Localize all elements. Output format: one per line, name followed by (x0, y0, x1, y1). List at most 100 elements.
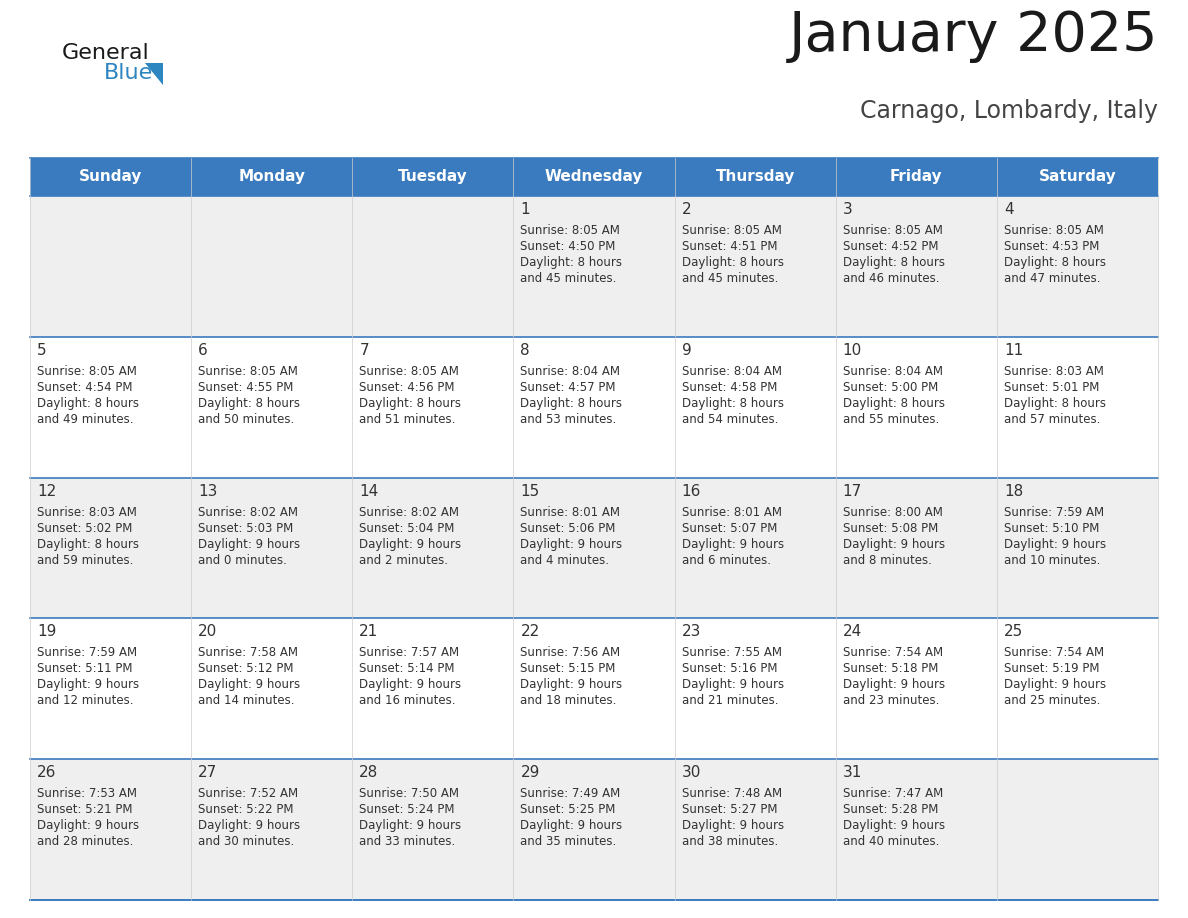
Text: Daylight: 9 hours: Daylight: 9 hours (198, 678, 301, 691)
Text: Daylight: 9 hours: Daylight: 9 hours (682, 538, 784, 551)
Text: 8: 8 (520, 342, 530, 358)
Text: Sunday: Sunday (78, 170, 143, 185)
Text: Sunrise: 8:04 AM: Sunrise: 8:04 AM (520, 364, 620, 378)
Text: Sunset: 4:55 PM: Sunset: 4:55 PM (198, 381, 293, 394)
Text: Sunset: 5:10 PM: Sunset: 5:10 PM (1004, 521, 1099, 534)
Text: Sunset: 4:58 PM: Sunset: 4:58 PM (682, 381, 777, 394)
Text: 17: 17 (842, 484, 862, 498)
Text: Daylight: 8 hours: Daylight: 8 hours (520, 256, 623, 269)
Text: and 49 minutes.: and 49 minutes. (37, 413, 133, 426)
Text: Sunrise: 7:56 AM: Sunrise: 7:56 AM (520, 646, 620, 659)
Text: Daylight: 9 hours: Daylight: 9 hours (842, 538, 944, 551)
Text: and 30 minutes.: and 30 minutes. (198, 835, 295, 848)
Text: 16: 16 (682, 484, 701, 498)
Text: Sunrise: 7:48 AM: Sunrise: 7:48 AM (682, 788, 782, 800)
Text: 13: 13 (198, 484, 217, 498)
Text: Sunset: 5:14 PM: Sunset: 5:14 PM (359, 663, 455, 676)
Text: Daylight: 9 hours: Daylight: 9 hours (37, 678, 139, 691)
Text: Sunset: 4:54 PM: Sunset: 4:54 PM (37, 381, 133, 394)
Text: Tuesday: Tuesday (398, 170, 468, 185)
Text: and 28 minutes.: and 28 minutes. (37, 835, 133, 848)
Text: Daylight: 9 hours: Daylight: 9 hours (359, 819, 461, 833)
Text: Sunset: 4:51 PM: Sunset: 4:51 PM (682, 240, 777, 253)
Text: Sunset: 5:02 PM: Sunset: 5:02 PM (37, 521, 132, 534)
Text: Sunset: 5:16 PM: Sunset: 5:16 PM (682, 663, 777, 676)
Text: Sunrise: 8:05 AM: Sunrise: 8:05 AM (1004, 224, 1104, 237)
Text: Daylight: 9 hours: Daylight: 9 hours (520, 538, 623, 551)
Text: Daylight: 9 hours: Daylight: 9 hours (359, 678, 461, 691)
Text: Sunrise: 7:52 AM: Sunrise: 7:52 AM (198, 788, 298, 800)
Text: Sunrise: 7:54 AM: Sunrise: 7:54 AM (842, 646, 943, 659)
Text: Sunset: 5:28 PM: Sunset: 5:28 PM (842, 803, 939, 816)
Text: 31: 31 (842, 766, 862, 780)
Text: and 40 minutes.: and 40 minutes. (842, 835, 939, 848)
Text: Daylight: 8 hours: Daylight: 8 hours (682, 256, 784, 269)
Bar (30, 759, 1158, 900)
Text: and 14 minutes.: and 14 minutes. (198, 694, 295, 708)
Polygon shape (145, 63, 163, 85)
Text: 12: 12 (37, 484, 56, 498)
Text: and 0 minutes.: and 0 minutes. (198, 554, 287, 566)
Text: Sunset: 5:07 PM: Sunset: 5:07 PM (682, 521, 777, 534)
Text: and 2 minutes.: and 2 minutes. (359, 554, 448, 566)
Text: 9: 9 (682, 342, 691, 358)
Text: Daylight: 9 hours: Daylight: 9 hours (359, 538, 461, 551)
Text: 14: 14 (359, 484, 379, 498)
Text: Saturday: Saturday (1038, 170, 1117, 185)
Text: Daylight: 8 hours: Daylight: 8 hours (37, 397, 139, 409)
Text: Sunset: 5:25 PM: Sunset: 5:25 PM (520, 803, 615, 816)
Text: and 53 minutes.: and 53 minutes. (520, 413, 617, 426)
Text: Friday: Friday (890, 170, 942, 185)
Text: Carnago, Lombardy, Italy: Carnago, Lombardy, Italy (860, 99, 1158, 123)
Text: and 8 minutes.: and 8 minutes. (842, 554, 931, 566)
Text: 19: 19 (37, 624, 56, 640)
Text: and 55 minutes.: and 55 minutes. (842, 413, 939, 426)
Text: 24: 24 (842, 624, 862, 640)
Text: Sunset: 5:24 PM: Sunset: 5:24 PM (359, 803, 455, 816)
Text: Sunrise: 8:04 AM: Sunrise: 8:04 AM (682, 364, 782, 378)
Bar (30, 619, 1158, 759)
Text: and 18 minutes.: and 18 minutes. (520, 694, 617, 708)
Text: 23: 23 (682, 624, 701, 640)
Text: Sunrise: 7:58 AM: Sunrise: 7:58 AM (198, 646, 298, 659)
Bar (30, 337, 1158, 477)
Bar (30, 158, 1158, 196)
Text: Sunset: 4:53 PM: Sunset: 4:53 PM (1004, 240, 1099, 253)
Text: Sunset: 5:21 PM: Sunset: 5:21 PM (37, 803, 133, 816)
Text: and 33 minutes.: and 33 minutes. (359, 835, 455, 848)
Text: January 2025: January 2025 (789, 9, 1158, 63)
Text: Sunrise: 8:03 AM: Sunrise: 8:03 AM (37, 506, 137, 519)
Text: Sunset: 5:00 PM: Sunset: 5:00 PM (842, 381, 939, 394)
Text: Daylight: 9 hours: Daylight: 9 hours (682, 678, 784, 691)
Text: Daylight: 9 hours: Daylight: 9 hours (842, 678, 944, 691)
Text: and 16 minutes.: and 16 minutes. (359, 694, 456, 708)
Text: Daylight: 9 hours: Daylight: 9 hours (682, 819, 784, 833)
Text: Daylight: 9 hours: Daylight: 9 hours (842, 819, 944, 833)
Text: Sunset: 4:50 PM: Sunset: 4:50 PM (520, 240, 615, 253)
Text: Sunrise: 7:59 AM: Sunrise: 7:59 AM (37, 646, 137, 659)
Text: Daylight: 8 hours: Daylight: 8 hours (1004, 256, 1106, 269)
Text: Daylight: 8 hours: Daylight: 8 hours (37, 538, 139, 551)
Text: 4: 4 (1004, 202, 1013, 217)
Text: Sunset: 5:15 PM: Sunset: 5:15 PM (520, 663, 615, 676)
Text: and 23 minutes.: and 23 minutes. (842, 694, 939, 708)
Text: 5: 5 (37, 342, 46, 358)
Text: Sunset: 5:12 PM: Sunset: 5:12 PM (198, 663, 293, 676)
Text: General: General (62, 43, 150, 63)
Text: Sunrise: 8:05 AM: Sunrise: 8:05 AM (520, 224, 620, 237)
Text: Daylight: 9 hours: Daylight: 9 hours (198, 538, 301, 551)
Text: 25: 25 (1004, 624, 1023, 640)
Text: and 54 minutes.: and 54 minutes. (682, 413, 778, 426)
Text: 15: 15 (520, 484, 539, 498)
Text: 6: 6 (198, 342, 208, 358)
Text: Sunset: 5:19 PM: Sunset: 5:19 PM (1004, 663, 1099, 676)
Text: and 46 minutes.: and 46 minutes. (842, 272, 940, 285)
Text: Sunset: 5:01 PM: Sunset: 5:01 PM (1004, 381, 1099, 394)
Text: and 35 minutes.: and 35 minutes. (520, 835, 617, 848)
Text: Sunrise: 8:03 AM: Sunrise: 8:03 AM (1004, 364, 1104, 378)
Text: Sunrise: 7:53 AM: Sunrise: 7:53 AM (37, 788, 137, 800)
Text: and 10 minutes.: and 10 minutes. (1004, 554, 1100, 566)
Text: Daylight: 9 hours: Daylight: 9 hours (1004, 538, 1106, 551)
Text: Daylight: 9 hours: Daylight: 9 hours (37, 819, 139, 833)
Text: Sunrise: 8:04 AM: Sunrise: 8:04 AM (842, 364, 943, 378)
